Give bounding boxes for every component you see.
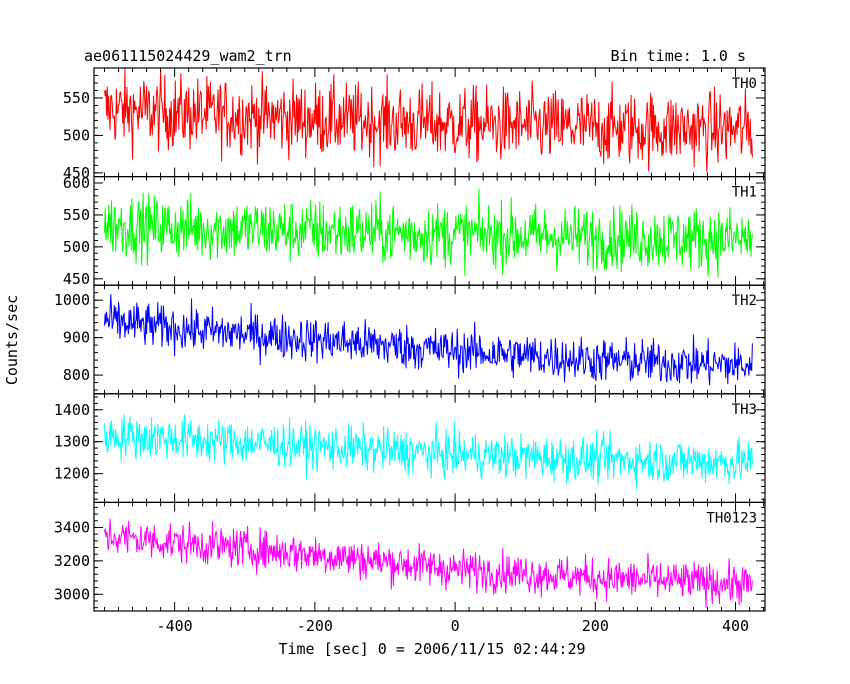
y-tick-label: 550 xyxy=(63,89,90,107)
y-tick-label: 3000 xyxy=(54,585,90,603)
y-tick-label: 450 xyxy=(63,270,90,288)
panel-th0123: TH0123 3000 3200 3400 xyxy=(54,501,766,612)
panel-label: TH3 xyxy=(732,402,757,418)
panel-frame xyxy=(93,501,766,612)
panel-label: TH0123 xyxy=(706,510,757,526)
y-tick-label: 3400 xyxy=(54,518,90,536)
y-tick-label: 600 xyxy=(63,174,90,192)
y-tick-label: 3200 xyxy=(54,552,90,570)
y-tick-label: 500 xyxy=(63,126,90,144)
y-tick-label: 1400 xyxy=(54,401,90,419)
y-tick-label: 800 xyxy=(63,366,90,384)
y-tick-label: 550 xyxy=(63,206,90,224)
series-line-th2 xyxy=(104,294,753,386)
panel-th1: TH1 450 500 550 600 xyxy=(63,174,766,288)
y-tick-label: 900 xyxy=(63,329,90,347)
x-tick-label: 0 xyxy=(451,617,460,635)
panels-group: TH0 450 500 550 TH1 450 500 550 600 TH2 800 900 1000… xyxy=(54,67,766,635)
y-axis-title: Counts/sec xyxy=(3,295,21,385)
x-tick-label: 400 xyxy=(722,617,749,635)
x-tick-label: -400 xyxy=(157,617,193,635)
y-tick-label: 1000 xyxy=(54,291,90,309)
y-tick-label: 500 xyxy=(63,238,90,256)
x-axis: -400 -200 0 200 400 xyxy=(157,617,750,635)
panel-th2: TH2 800 900 1000 xyxy=(54,284,766,395)
x-tick-label: -200 xyxy=(297,617,333,635)
x-tick-label: 200 xyxy=(582,617,609,635)
panel-label: TH2 xyxy=(732,293,757,309)
y-tick-label: 1200 xyxy=(54,465,90,483)
series-line-th1 xyxy=(104,188,753,278)
series-line-th0123 xyxy=(104,518,753,609)
y-tick-label: 1300 xyxy=(54,433,90,451)
series-line-th0 xyxy=(104,68,753,173)
x-axis-title: Time [sec] 0 = 2006/11/15 02:44:29 xyxy=(278,640,585,658)
panel-label: TH0 xyxy=(732,76,757,92)
panel-th0: TH0 450 500 550 xyxy=(63,67,766,182)
panel-label: TH1 xyxy=(732,185,757,201)
series-line-th3 xyxy=(104,414,753,490)
y-tick-label: 450 xyxy=(63,164,90,182)
panel-th3: TH3 1200 1300 1400 xyxy=(54,393,766,503)
bin-time-label: Bin time: 1.0 s xyxy=(611,47,746,65)
chart-title: ae061115024429_wam2_trn xyxy=(84,47,292,65)
